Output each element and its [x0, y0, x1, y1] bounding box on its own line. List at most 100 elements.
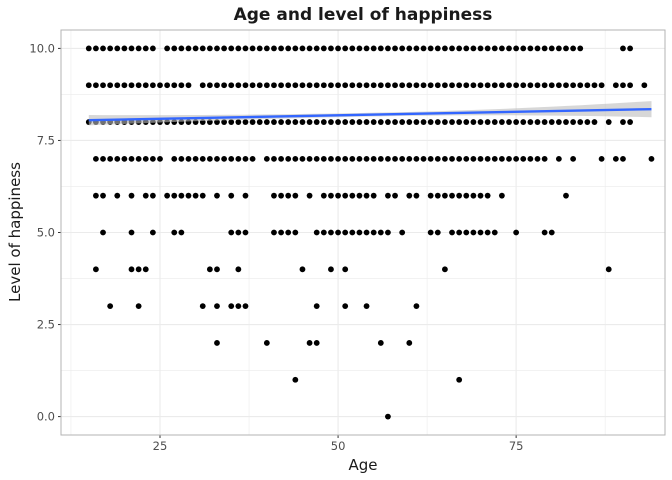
data-point	[228, 119, 235, 125]
data-point	[434, 229, 441, 236]
data-point	[627, 119, 633, 125]
data-point	[463, 192, 470, 199]
data-point	[164, 82, 171, 89]
data-point	[555, 119, 562, 125]
data-point	[385, 82, 391, 89]
data-point	[171, 229, 178, 236]
data-point	[620, 119, 626, 125]
data-point	[271, 192, 277, 199]
data-point	[513, 119, 520, 125]
data-point	[320, 155, 327, 162]
data-point	[370, 229, 377, 236]
data-point	[292, 119, 299, 125]
data-point	[199, 155, 206, 162]
data-point	[463, 155, 470, 162]
data-point	[313, 340, 320, 346]
data-point	[185, 82, 192, 89]
data-point	[342, 229, 349, 236]
data-point	[149, 192, 156, 199]
y-tick-label: 2.5	[37, 318, 55, 332]
data-point	[235, 119, 242, 125]
data-point	[363, 303, 370, 310]
data-point	[506, 82, 512, 89]
data-point	[427, 192, 434, 199]
data-point	[206, 266, 213, 273]
data-point	[235, 155, 242, 162]
data-point	[513, 82, 520, 89]
data-point	[228, 192, 235, 199]
data-point	[520, 45, 527, 52]
data-point	[406, 82, 413, 89]
data-point	[627, 45, 633, 52]
data-point	[392, 155, 398, 162]
data-point	[306, 340, 313, 346]
data-point	[385, 45, 391, 52]
data-point	[541, 155, 548, 162]
data-point	[370, 155, 377, 162]
data-point	[206, 45, 213, 52]
data-point	[584, 119, 591, 125]
data-point	[527, 82, 534, 89]
data-point	[263, 119, 270, 125]
data-point	[612, 82, 619, 89]
data-point	[342, 266, 349, 273]
data-point	[142, 82, 149, 89]
data-point	[555, 155, 562, 162]
data-point	[335, 229, 341, 236]
data-point	[313, 82, 320, 89]
data-point	[249, 45, 256, 52]
data-point	[214, 155, 220, 162]
data-point	[577, 119, 584, 125]
data-point	[570, 155, 577, 162]
data-point	[370, 82, 377, 89]
data-point	[577, 82, 584, 89]
data-point	[563, 82, 569, 89]
data-point	[85, 82, 92, 89]
data-point	[406, 155, 413, 162]
data-point	[271, 45, 277, 52]
data-point	[356, 119, 363, 125]
data-point	[221, 119, 228, 125]
data-point	[214, 266, 220, 273]
data-point	[93, 45, 99, 52]
data-point	[242, 119, 249, 125]
data-point	[171, 155, 178, 162]
data-point	[256, 45, 263, 52]
data-point	[392, 45, 398, 52]
data-point	[513, 229, 520, 236]
data-point	[235, 82, 242, 89]
data-point	[342, 155, 349, 162]
data-point	[228, 45, 235, 52]
data-point	[477, 82, 484, 89]
data-point	[591, 82, 598, 89]
data-point	[313, 155, 320, 162]
data-point	[285, 229, 292, 236]
data-point	[178, 45, 185, 52]
data-point	[470, 45, 477, 52]
data-point	[328, 119, 334, 125]
data-point	[114, 82, 121, 89]
data-point	[100, 229, 106, 236]
data-point	[328, 155, 334, 162]
data-point	[427, 45, 434, 52]
data-point	[385, 413, 391, 420]
x-axis-title: Age	[348, 456, 377, 474]
data-point	[385, 155, 391, 162]
data-point	[285, 82, 292, 89]
data-point	[598, 82, 605, 89]
data-point	[149, 82, 156, 89]
data-point	[199, 45, 206, 52]
data-point	[506, 155, 512, 162]
data-point	[320, 119, 327, 125]
data-point	[199, 303, 206, 310]
data-point	[306, 45, 313, 52]
data-point	[477, 229, 484, 236]
data-point	[377, 229, 384, 236]
data-point	[335, 45, 341, 52]
data-point	[456, 155, 463, 162]
data-point	[555, 82, 562, 89]
data-point	[456, 229, 463, 236]
data-point	[442, 155, 448, 162]
data-point	[142, 155, 149, 162]
data-point	[577, 45, 584, 52]
